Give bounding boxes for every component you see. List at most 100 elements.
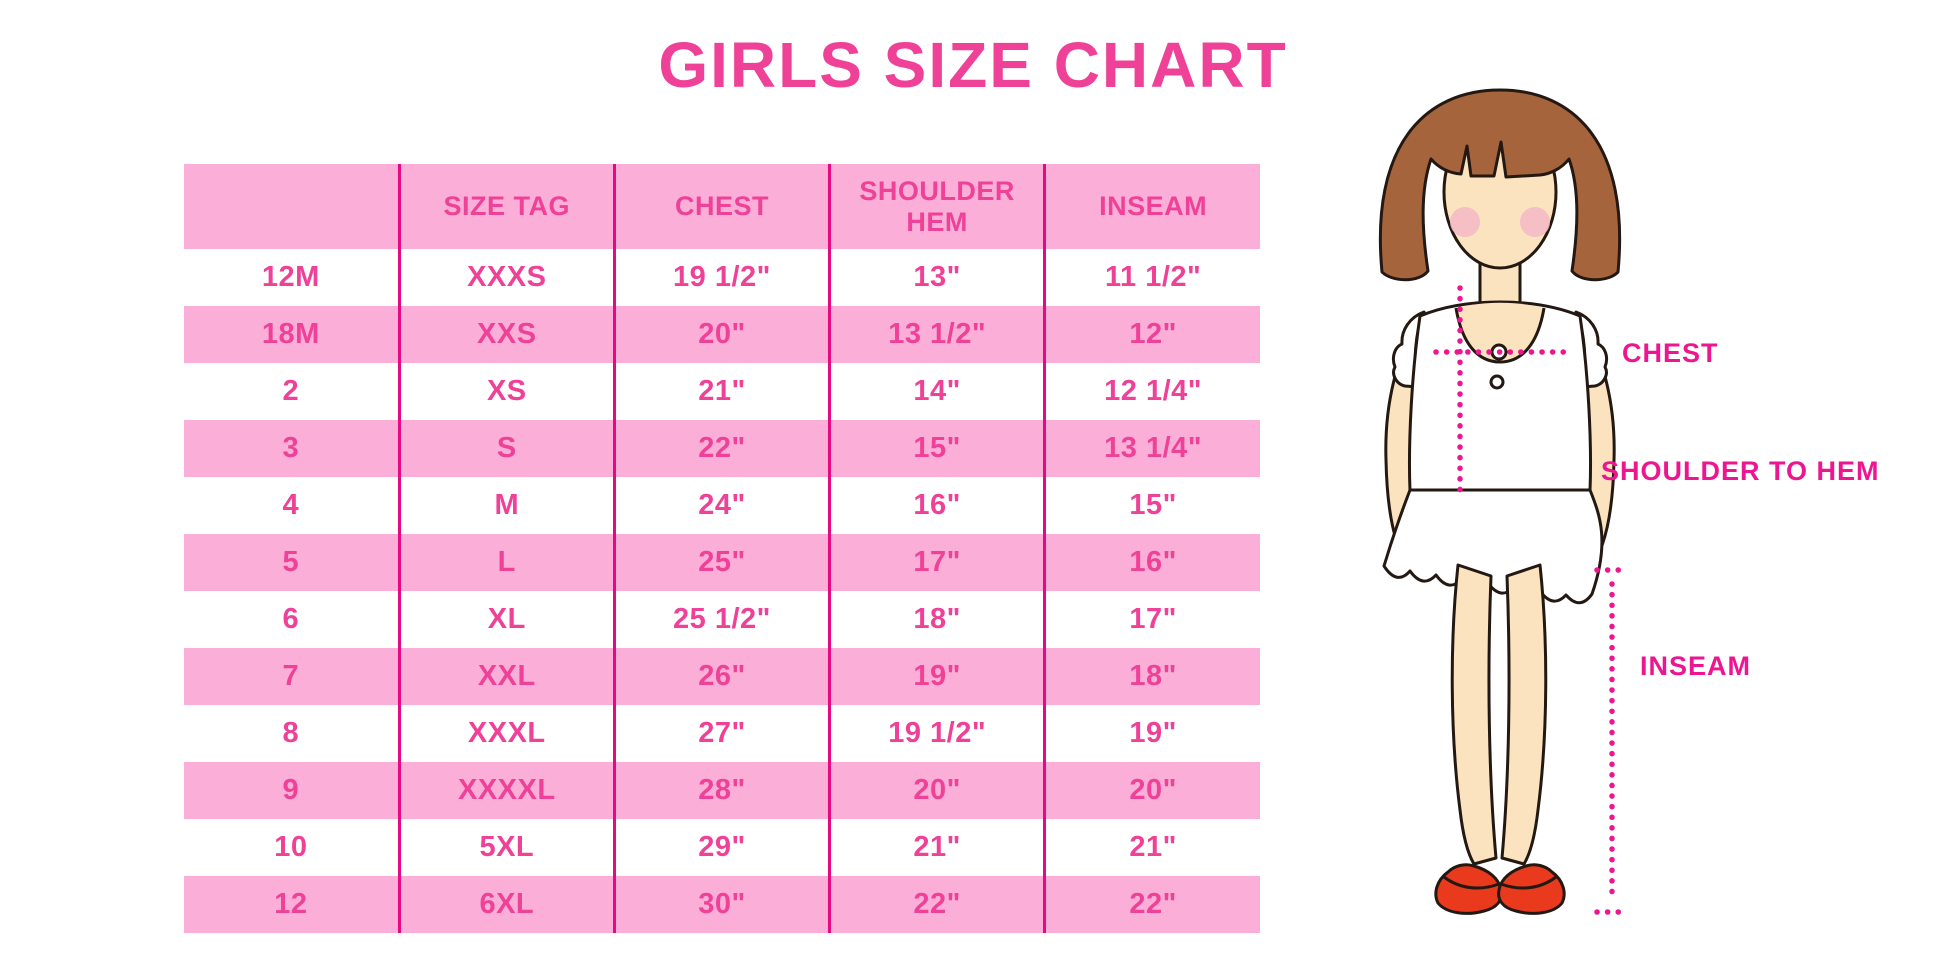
column-header: CHEST <box>612 164 830 249</box>
table-cell: 12M <box>261 261 320 293</box>
column-header <box>184 164 400 249</box>
table-cell: 4 <box>282 489 300 521</box>
girl-illustration: CHEST SHOULDER TO HEM INSEAM <box>1378 88 1880 915</box>
table-cell: 2 <box>282 375 300 407</box>
skirt <box>1382 488 1604 605</box>
neckline-skin <box>1456 302 1544 362</box>
table-cell: 29" <box>612 819 830 876</box>
table-cell: 17" <box>828 534 1045 591</box>
table-cell: 19 1/2" <box>828 705 1045 762</box>
table-cell: 18" <box>1043 648 1260 705</box>
table-cell: 30" <box>612 876 830 933</box>
button-bottom <box>1489 374 1505 390</box>
size-chart-table: SIZE TAG CHEST SHOULDER HEM INSEAM 12M XXXS 1… <box>184 164 1260 933</box>
page-title: GIRLS SIZE CHART <box>658 29 1288 101</box>
table-cell: 18" <box>828 591 1045 648</box>
neckline-outline <box>1454 307 1546 364</box>
right-blush <box>1520 207 1550 237</box>
table-cell: 16" <box>1043 534 1260 591</box>
table-row: 12M XXXS 19 1/2" 13" 11 1/2" <box>184 249 1260 306</box>
table-cell: 5 <box>282 546 300 578</box>
table-cell: S <box>397 420 615 477</box>
table-cell: 12 1/4" <box>1043 363 1260 420</box>
table-cell: 20" <box>1043 762 1260 819</box>
table-cell: 19" <box>828 648 1045 705</box>
table-cell: XXXL <box>397 705 615 762</box>
table-row: 8 XXXL 27" 19 1/2" 19" <box>184 705 1260 762</box>
table-cell: XXXXL <box>397 762 615 819</box>
table-cell: 6 <box>282 603 300 635</box>
table-cell: 13" <box>828 249 1045 306</box>
table-cell: 21" <box>828 819 1045 876</box>
table-cell: 25 1/2" <box>612 591 830 648</box>
chest-label: CHEST <box>1622 338 1719 368</box>
right-leg <box>1500 563 1548 866</box>
inseam-label: INSEAM <box>1640 651 1751 681</box>
table-cell: 8 <box>282 717 300 749</box>
table-cell: XS <box>397 363 615 420</box>
table-cell: 6XL <box>397 876 615 933</box>
table-cell: 22" <box>612 420 830 477</box>
table-cell: 26" <box>612 648 830 705</box>
table-cell: 12" <box>1043 306 1260 363</box>
table-cell: 28" <box>612 762 830 819</box>
table-cell: 3 <box>282 432 300 464</box>
table-cell: 16" <box>828 477 1045 534</box>
table-cell: 10 <box>274 831 308 863</box>
table-row: 9 XXXXL 28" 20" 20" <box>184 762 1260 819</box>
table-cell: 17" <box>1043 591 1260 648</box>
table-cell: 5XL <box>397 819 615 876</box>
table-row: 2 XS 21" 14" 12 1/4" <box>184 363 1260 420</box>
hair <box>1378 88 1622 282</box>
table-cell: XXS <box>397 306 615 363</box>
table-cell: 14" <box>828 363 1045 420</box>
table-cell: 15" <box>1043 477 1260 534</box>
table-cell: 18M <box>261 318 320 350</box>
column-header: SIZE TAG <box>397 164 615 249</box>
table-cell: 25" <box>612 534 830 591</box>
table-cell: 19 1/2" <box>612 249 830 306</box>
table-cell: 22" <box>828 876 1045 933</box>
table-row: 18M XXS 20" 13 1/2" 12" <box>184 306 1260 363</box>
table-cell: 27" <box>612 705 830 762</box>
column-header: INSEAM <box>1043 164 1260 249</box>
table-cell: 22" <box>1043 876 1260 933</box>
right-shoe-strap <box>1500 875 1557 890</box>
table-cell: 9 <box>282 774 300 806</box>
table-cell: 21" <box>612 363 830 420</box>
table-cell: 19" <box>1043 705 1260 762</box>
table-row: 5 L 25" 17" 16" <box>184 534 1260 591</box>
table-cell: 7 <box>282 660 300 692</box>
table-cell: XXL <box>397 648 615 705</box>
left-shoe-strap <box>1443 875 1500 890</box>
table-row: 6 XL 25 1/2" 18" 17" <box>184 591 1260 648</box>
table-cell: 15" <box>828 420 1045 477</box>
table-cell: 20" <box>828 762 1045 819</box>
table-cell: 20" <box>612 306 830 363</box>
table-cell: 12 <box>274 888 308 920</box>
left-blush <box>1450 207 1480 237</box>
right-shoe <box>1497 863 1566 915</box>
shoulder-to-hem-label: SHOULDER TO HEM <box>1601 456 1880 486</box>
table-row: 3 S 22" 15" 13 1/4" <box>184 420 1260 477</box>
table-cell: 21" <box>1043 819 1260 876</box>
table-cell: 11 1/2" <box>1043 249 1260 306</box>
left-shoe <box>1434 863 1503 915</box>
bodice <box>1408 300 1592 493</box>
left-leg <box>1450 563 1498 866</box>
table-cell: L <box>397 534 615 591</box>
table-row: 4 M 24" 16" 15" <box>184 477 1260 534</box>
header-row: SIZE TAG CHEST SHOULDER HEM INSEAM <box>184 164 1260 249</box>
table-cell: M <box>397 477 615 534</box>
table-cell: XXXS <box>397 249 615 306</box>
table-row: 10 5XL 29" 21" 21" <box>184 819 1260 876</box>
measurement-diagram: CHEST SHOULDER TO HEM INSEAM <box>1320 60 1890 950</box>
table-cell: 24" <box>612 477 830 534</box>
table-row: 12 6XL 30" 22" 22" <box>184 876 1260 933</box>
table-cell: XL <box>397 591 615 648</box>
table-cell: 13 1/4" <box>1043 420 1260 477</box>
column-header: SHOULDER HEM <box>828 164 1045 249</box>
inseam-measure-line <box>1594 567 1630 915</box>
table-cell: 13 1/2" <box>828 306 1045 363</box>
table-row: 7 XXL 26" 19" 18" <box>184 648 1260 705</box>
